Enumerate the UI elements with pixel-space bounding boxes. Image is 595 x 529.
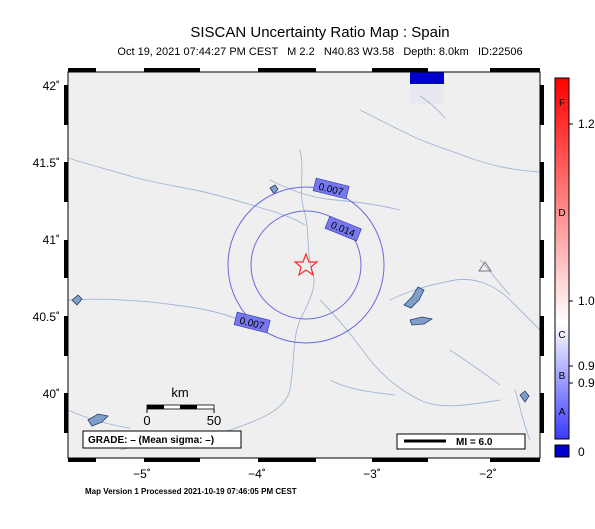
colorbar-gradient bbox=[554, 77, 570, 440]
contours bbox=[227, 186, 385, 344]
map-footer: Map Version 1 Processed 2021-10-19 07:46… bbox=[85, 487, 297, 496]
scale-zero: 0 bbox=[143, 413, 150, 428]
grade-box bbox=[82, 430, 242, 449]
contour-inner bbox=[250, 210, 362, 320]
scale-max: 50 bbox=[207, 413, 221, 428]
colorbar-letter: D bbox=[558, 208, 565, 219]
intensity-patch bbox=[410, 72, 444, 84]
mi-legend-box bbox=[396, 433, 526, 450]
colorbar-value: 1.0 bbox=[578, 294, 595, 308]
contour-outer bbox=[227, 186, 385, 344]
epicenter-star-icon bbox=[293, 252, 319, 277]
intensity-patch-light bbox=[410, 84, 444, 104]
grade-text: GRADE: – (Mean sigma: –) bbox=[88, 435, 214, 446]
lon-label: −5˚ bbox=[133, 467, 151, 481]
frame bbox=[64, 68, 544, 462]
colorbar-letter: C bbox=[558, 330, 565, 341]
lon-label: −3˚ bbox=[363, 467, 381, 481]
colorbar-zero-swatch bbox=[554, 444, 570, 458]
mi-legend-text: MI = 6.0 bbox=[456, 437, 493, 448]
lon-label: −4˚ bbox=[248, 467, 266, 481]
map-area bbox=[68, 72, 540, 458]
reservoirs bbox=[71, 184, 530, 445]
lat-label: 42˚ bbox=[43, 79, 60, 93]
scale-unit: km bbox=[171, 385, 188, 400]
lon-label: −2˚ bbox=[479, 467, 497, 481]
colorbar-value: 0.9 bbox=[578, 359, 595, 373]
colorbar-value: 0.9 bbox=[578, 376, 595, 390]
colorbar-value: 0 bbox=[578, 445, 585, 459]
lat-labels: 42˚ 41.5˚ 41˚ 40.5˚ 40˚ bbox=[33, 79, 60, 401]
lat-label: 41.5˚ bbox=[33, 156, 60, 170]
colorbar-letter: F bbox=[559, 98, 565, 109]
colorbar-letter: B bbox=[559, 371, 566, 382]
lon-labels: −5˚ −4˚ −3˚ −2˚ bbox=[133, 467, 497, 481]
lat-label: 40˚ bbox=[43, 387, 60, 401]
event-info: Oct 19, 2021 07:44:27 PM CEST M 2.2 N40.… bbox=[117, 46, 523, 58]
rivers bbox=[67, 95, 541, 451]
colorbar-value: 1.2 bbox=[578, 117, 595, 131]
scale-bar: km 0 50 bbox=[143, 385, 221, 428]
station-triangle-icon bbox=[478, 261, 492, 272]
colorbar: F D C B A 1.2 1.0 0.9 0.9 0 bbox=[554, 77, 595, 459]
lat-label: 41˚ bbox=[43, 233, 60, 247]
colorbar-letter: A bbox=[559, 407, 566, 418]
lat-label: 40.5˚ bbox=[33, 310, 60, 324]
map-title: SISCAN Uncertainty Ratio Map : Spain bbox=[190, 24, 450, 41]
